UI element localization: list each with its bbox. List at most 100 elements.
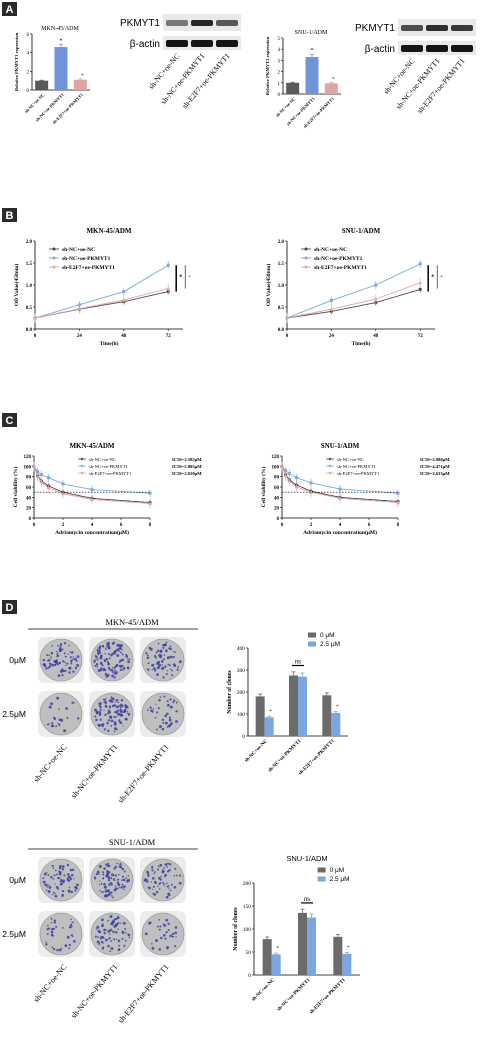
y-tick-label: 4 <box>278 48 281 53</box>
colony <box>58 661 61 664</box>
significance-star: * <box>188 274 191 279</box>
colony <box>121 658 125 662</box>
colony <box>63 874 66 877</box>
colony <box>48 886 52 889</box>
y-tick-label: 0 <box>248 973 251 979</box>
colony <box>54 894 58 898</box>
colony <box>58 723 61 725</box>
colony <box>101 891 104 894</box>
colony <box>167 862 170 865</box>
colony <box>68 925 72 929</box>
colony <box>69 878 72 881</box>
x-tick-label: 2 <box>62 523 65 528</box>
data-point <box>280 464 284 468</box>
blot-band <box>166 40 188 47</box>
chart-title: MKN-45/ADM <box>86 227 131 235</box>
colony <box>169 869 171 872</box>
colony <box>53 718 56 721</box>
colony <box>159 696 162 699</box>
colony <box>166 885 169 888</box>
y-tick-label: 80 <box>26 476 32 481</box>
colony <box>156 891 159 893</box>
colony-plate <box>89 691 135 737</box>
colony <box>112 666 114 669</box>
colony <box>95 710 99 714</box>
x-axis-label: Time(h) <box>352 340 371 347</box>
legend-marker <box>52 256 56 260</box>
colony <box>162 870 165 873</box>
colony <box>166 669 168 672</box>
x-tick-label: 8 <box>149 523 152 528</box>
data-point <box>285 316 289 320</box>
colony <box>74 658 77 660</box>
colony <box>115 664 118 668</box>
colony <box>103 709 105 711</box>
colony <box>61 674 64 677</box>
colony <box>99 708 102 711</box>
colony <box>157 649 160 652</box>
colony <box>121 883 124 886</box>
colony <box>146 709 149 711</box>
significance-star: * <box>336 705 339 710</box>
colony <box>160 875 163 878</box>
data-point <box>418 287 422 291</box>
colony <box>70 873 74 877</box>
colony <box>127 933 130 936</box>
colony <box>53 716 56 719</box>
colony <box>158 699 161 702</box>
y-tick-label: 3 <box>278 59 281 64</box>
panel-b-line-left: 0.0 0.5 1.0 1.5 2.0 0 24 48 72 MKN-45/ADM Time(h) O… <box>13 227 183 347</box>
colony <box>104 863 107 866</box>
colony <box>64 944 68 948</box>
colony <box>169 889 172 891</box>
legend-swatch <box>317 867 326 873</box>
colony <box>111 674 115 678</box>
colony <box>96 648 99 651</box>
colony <box>152 877 155 880</box>
legend-label: sh-NC+oe-NC <box>314 247 347 253</box>
colony <box>125 653 128 656</box>
colony <box>114 724 116 726</box>
bar <box>73 79 87 90</box>
colony <box>98 724 101 727</box>
colony <box>107 662 110 666</box>
colony <box>69 656 72 659</box>
colony <box>71 651 74 654</box>
colony <box>122 885 126 888</box>
data-point <box>122 297 126 302</box>
colony <box>168 725 171 728</box>
colony <box>57 722 59 724</box>
colony <box>174 931 178 935</box>
significance-star: * <box>81 74 84 79</box>
y-axis-label: Number of clones <box>227 670 233 714</box>
colony <box>53 919 56 922</box>
chart-title: SNU-1/ADM <box>295 30 328 36</box>
colony <box>117 887 119 889</box>
colony <box>103 882 106 886</box>
colony <box>69 868 73 872</box>
colony <box>169 698 172 700</box>
colony <box>114 874 116 877</box>
colony <box>52 878 55 880</box>
colony <box>118 647 121 650</box>
legend-swatch <box>308 641 316 647</box>
colony <box>128 936 131 939</box>
colony <box>112 671 115 674</box>
colony <box>127 875 130 877</box>
colony <box>157 865 160 867</box>
colony <box>52 867 55 869</box>
colony <box>151 888 154 890</box>
colony <box>53 892 56 895</box>
significance-star: * <box>60 38 63 44</box>
colony <box>179 874 182 877</box>
colony <box>53 663 57 667</box>
colony <box>104 652 106 655</box>
colony <box>172 655 175 658</box>
colony <box>144 878 147 881</box>
colony <box>61 894 64 897</box>
colony <box>168 718 172 722</box>
colony <box>164 873 167 877</box>
colony <box>174 651 176 653</box>
x-tick-label: 0 <box>286 334 289 339</box>
colony <box>68 886 71 889</box>
